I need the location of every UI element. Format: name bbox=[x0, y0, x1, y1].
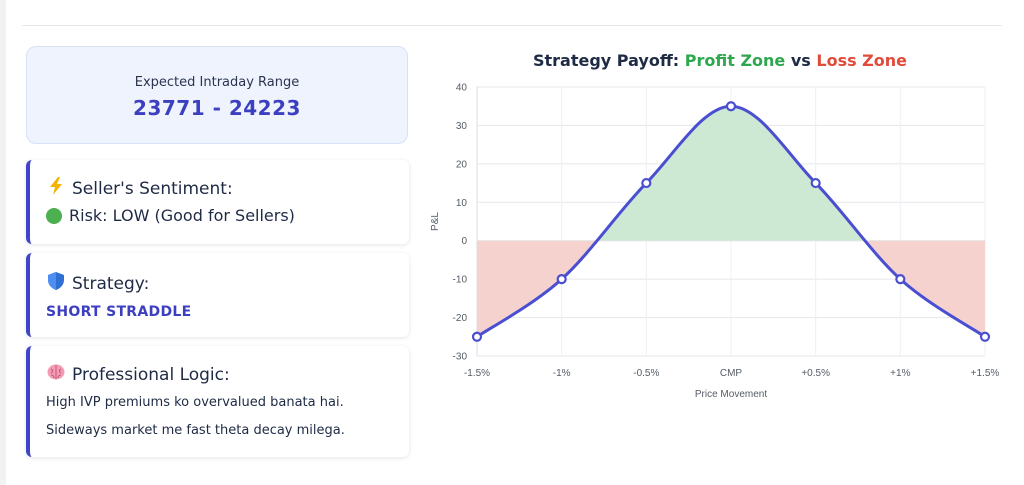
data-point bbox=[810, 177, 821, 189]
shield-icon bbox=[46, 272, 66, 295]
y-tick-label: -20 bbox=[453, 313, 468, 324]
y-tick-label: 10 bbox=[456, 198, 468, 209]
points-layer bbox=[471, 101, 991, 342]
y-tick-label: -30 bbox=[453, 352, 468, 363]
sentiment-card: Seller's Sentiment: Risk: LOW (Good for … bbox=[26, 160, 409, 244]
lightning-icon bbox=[46, 177, 66, 200]
risk-text: Risk: LOW (Good for Sellers) bbox=[69, 206, 295, 225]
x-axis-title: Price Movement bbox=[695, 389, 767, 400]
data-point bbox=[979, 331, 991, 342]
x-tick-label: -1% bbox=[553, 368, 571, 379]
strategy-heading: Strategy: bbox=[72, 273, 150, 294]
strategy-card: Strategy: SHORT STRADDLE bbox=[26, 253, 409, 337]
y-tick-label: 0 bbox=[461, 236, 467, 247]
intraday-range-card: Expected Intraday Range 23771 - 24223 bbox=[26, 46, 408, 144]
loss-area bbox=[477, 240, 985, 337]
x-tick-label: CMP bbox=[720, 368, 743, 379]
x-tick-label: -0.5% bbox=[633, 368, 659, 379]
range-value: 23771 - 24223 bbox=[133, 96, 301, 120]
brain-icon bbox=[46, 364, 66, 385]
chart-title-prefix: Strategy Payoff: bbox=[532, 51, 685, 70]
x-tick-label: +1% bbox=[890, 368, 910, 379]
chart-title-profit: Profit Zone bbox=[684, 51, 786, 70]
strategy-name: SHORT STRADDLE bbox=[46, 304, 192, 320]
logic-heading: Professional Logic: bbox=[72, 364, 230, 385]
y-tick-label: 20 bbox=[456, 159, 468, 170]
data-point bbox=[641, 177, 652, 189]
y-tick-label: 30 bbox=[456, 121, 468, 132]
y-tick-label: -10 bbox=[453, 275, 468, 286]
data-point bbox=[725, 101, 737, 112]
y-axis-title: P&L bbox=[430, 212, 441, 231]
strategy-heading-row: Strategy: bbox=[46, 272, 409, 295]
chart-title-joiner: vs bbox=[785, 51, 817, 70]
chart-title-loss: Loss Zone bbox=[816, 51, 908, 70]
y-tick-label: 40 bbox=[456, 83, 468, 94]
profit-area bbox=[477, 106, 985, 241]
risk-row: Risk: LOW (Good for Sellers) bbox=[46, 206, 409, 225]
sentiment-heading-row: Seller's Sentiment: bbox=[46, 177, 409, 200]
x-tick-label: -1.5% bbox=[464, 368, 490, 379]
range-label: Expected Intraday Range bbox=[134, 75, 300, 90]
logic-heading-row: Professional Logic: bbox=[46, 364, 409, 385]
logic-line-1: High IVP premiums ko overvalued banata h… bbox=[46, 395, 344, 410]
top-divider bbox=[22, 25, 1002, 26]
left-edge bbox=[0, 0, 6, 485]
data-point bbox=[556, 274, 567, 285]
x-tick-label: +1.5% bbox=[971, 368, 1000, 379]
ticks-layer: -30 -20 -10 0 10 20 30 40 -1.5% -1% -0.5% CMP +0.5% +… bbox=[453, 83, 1000, 380]
green-circle-icon bbox=[46, 207, 62, 224]
logic-card: Professional Logic: High IVP premiums ko… bbox=[26, 346, 409, 457]
logic-line-2: Sideways market me fast theta decay mile… bbox=[46, 423, 345, 438]
x-tick-label: +0.5% bbox=[801, 368, 830, 379]
data-point bbox=[895, 274, 906, 285]
data-point bbox=[471, 331, 483, 342]
sentiment-heading: Seller's Sentiment: bbox=[72, 178, 233, 199]
payoff-chart: -30 -20 -10 0 10 20 30 40 -1.5% -1% -0.5% CMP +0.5% +… bbox=[430, 83, 1000, 401]
chart-title: Strategy Payoff: Profit Zone vs Loss Zon… bbox=[430, 51, 1010, 70]
